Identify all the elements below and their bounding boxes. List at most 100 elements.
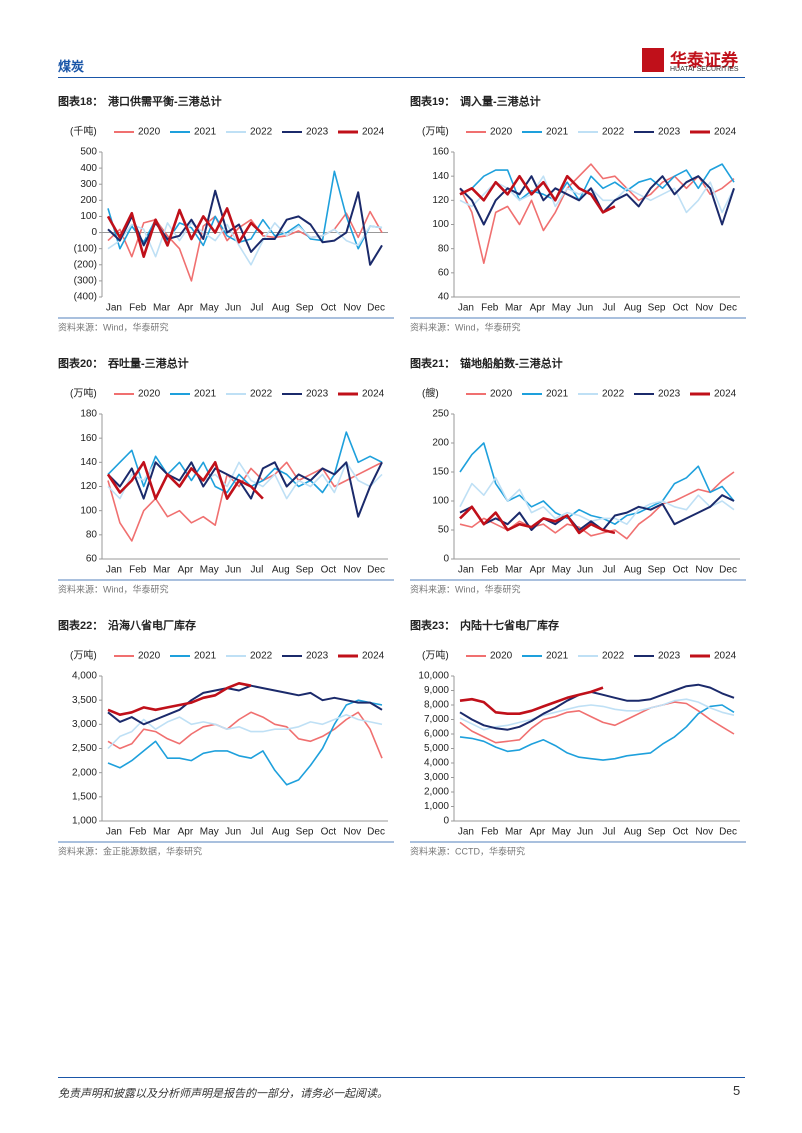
x-tick-label: Mar: [153, 565, 171, 576]
x-tick-label: Apr: [530, 303, 546, 314]
unit-label: (万吨): [70, 387, 97, 400]
series-line: [459, 686, 604, 715]
x-tick-label: Jan: [106, 827, 122, 838]
y-tick-label: 140: [432, 171, 449, 182]
source: 资料来源：CCTD，华泰研究: [410, 845, 525, 856]
x-tick-label: May: [552, 303, 571, 314]
legend-label: 2020: [490, 651, 513, 662]
y-tick-label: 100: [432, 219, 449, 230]
series-line: [107, 711, 383, 759]
series-line: [459, 163, 735, 202]
y-tick-label: 3,000: [424, 772, 449, 783]
y-tick-label: 0: [443, 816, 449, 827]
y-tick-label: (400): [74, 292, 97, 303]
x-tick-label: Dec: [719, 565, 737, 576]
footer-rule: [58, 1077, 745, 1078]
legend-label: 2023: [306, 389, 329, 400]
y-tick-label: 400: [80, 163, 97, 174]
x-tick-label: Apr: [178, 565, 194, 576]
x-tick-label: Jan: [458, 303, 474, 314]
legend-label: 2024: [714, 651, 737, 662]
y-tick-label: 1,000: [72, 816, 97, 827]
x-tick-label: Dec: [367, 565, 385, 576]
y-tick-label: 2,500: [72, 743, 97, 754]
y-tick-label: (200): [74, 259, 97, 270]
x-tick-label: Sep: [296, 827, 314, 838]
legend-label: 2024: [362, 389, 385, 400]
legend-label: 2020: [138, 651, 161, 662]
x-tick-label: Mar: [153, 827, 171, 838]
y-tick-label: 5,000: [424, 743, 449, 754]
y-tick-label: 7,000: [424, 714, 449, 725]
legend-label: 2024: [362, 127, 385, 138]
y-tick-label: (300): [74, 276, 97, 287]
x-tick-label: Sep: [296, 565, 314, 576]
legend-label: 2022: [602, 389, 625, 400]
source: 资料来源：金正能源数据，华泰研究: [58, 845, 202, 856]
x-tick-label: Mar: [505, 827, 523, 838]
legend-label: 2021: [194, 389, 217, 400]
unit-label: (千吨): [70, 125, 97, 138]
x-tick-label: Oct: [321, 827, 337, 838]
chart-label: 图表19：: [410, 94, 455, 108]
x-tick-label: Oct: [673, 565, 689, 576]
x-tick-label: Jun: [577, 827, 593, 838]
legend-label: 2022: [602, 651, 625, 662]
legend-label: 2024: [362, 651, 385, 662]
y-tick-label: 300: [80, 179, 97, 190]
y-tick-label: 0: [443, 554, 449, 565]
y-tick-label: 3,500: [72, 695, 97, 706]
x-tick-label: Dec: [367, 303, 385, 314]
x-tick-label: Oct: [321, 303, 337, 314]
y-tick-label: 60: [438, 267, 450, 278]
x-tick-label: Aug: [624, 565, 642, 576]
x-tick-label: Aug: [624, 303, 642, 314]
chart-label: 图表22：: [58, 618, 103, 632]
y-tick-label: 150: [432, 467, 449, 478]
series-line: [459, 701, 735, 744]
legend-label: 2021: [194, 651, 217, 662]
y-tick-label: 100: [432, 496, 449, 507]
y-tick-label: 3,000: [72, 719, 97, 730]
series-line: [459, 698, 735, 731]
y-tick-label: 4,000: [424, 758, 449, 769]
x-tick-label: Mar: [505, 303, 523, 314]
series-line: [459, 477, 735, 525]
chart-title: 锚地船舶数-三港总计: [460, 356, 563, 370]
y-tick-label: 100: [80, 211, 97, 222]
series-line: [106, 461, 264, 500]
x-tick-label: Dec: [719, 827, 737, 838]
x-tick-label: Aug: [272, 827, 290, 838]
legend-label: 2020: [138, 389, 161, 400]
y-tick-label: 50: [438, 525, 450, 536]
chart-title: 内陆十七省电厂库存: [460, 618, 559, 632]
y-tick-label: 200: [432, 438, 449, 449]
y-tick-label: 2,000: [424, 787, 449, 798]
series-line: [459, 505, 616, 535]
x-tick-label: Jul: [603, 303, 616, 314]
legend-label: 2023: [306, 127, 329, 138]
x-tick-label: Sep: [648, 827, 666, 838]
series-line: [107, 210, 383, 282]
x-tick-label: Nov: [695, 827, 713, 838]
unit-label: (艘): [422, 387, 439, 400]
y-tick-label: 8,000: [424, 700, 449, 711]
series-line: [106, 207, 264, 258]
chart-title: 调入量-三港总计: [460, 94, 541, 108]
x-tick-label: Dec: [719, 303, 737, 314]
x-tick-label: Nov: [695, 565, 713, 576]
legend-label: 2021: [546, 389, 569, 400]
x-tick-label: Sep: [296, 303, 314, 314]
x-tick-label: Mar: [505, 565, 523, 576]
x-tick-label: Nov: [695, 303, 713, 314]
y-tick-label: 2,000: [72, 767, 97, 778]
x-tick-label: Jun: [225, 827, 241, 838]
page-number: 5: [733, 1083, 741, 1098]
x-tick-label: Oct: [321, 565, 337, 576]
x-tick-label: Jan: [106, 303, 122, 314]
legend-label: 2023: [306, 651, 329, 662]
chart-label: 图表21：: [410, 356, 455, 370]
